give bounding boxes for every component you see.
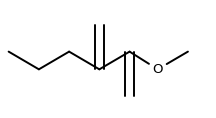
Text: O: O (152, 63, 163, 76)
